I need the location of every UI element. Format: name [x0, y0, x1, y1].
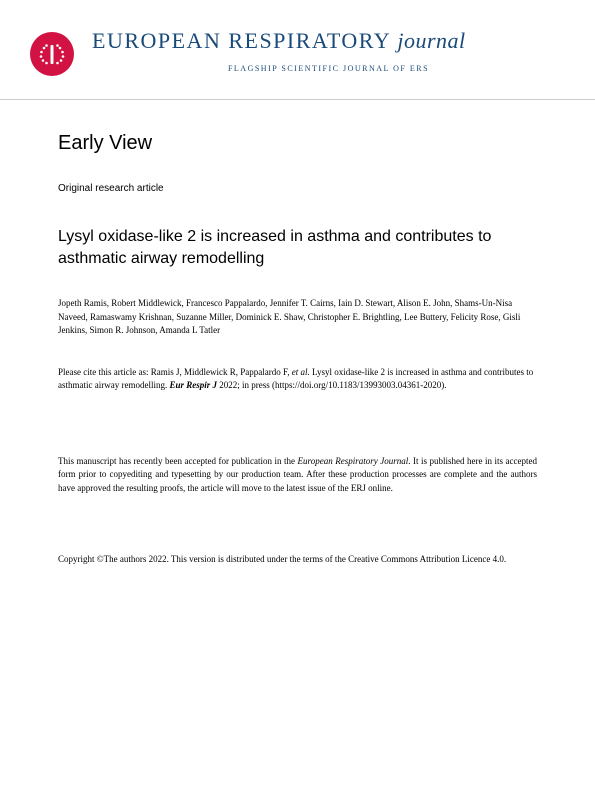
page-content: Early View Original research article Lys… [0, 100, 595, 597]
copyright-notice: Copyright ©The authors 2022. This versio… [58, 553, 537, 567]
citation-block: Please cite this article as: Ramis J, Mi… [58, 366, 537, 393]
ers-logo [30, 32, 74, 81]
journal-header: EUROPEAN RESPIRATORY journal FLAGSHIP SC… [0, 0, 595, 100]
journal-name-part1: EUROPEAN RESPIRATORY [92, 28, 397, 53]
citation-prefix: Please cite this article as: Ramis J, Mi… [58, 367, 292, 377]
early-view-heading: Early View [58, 132, 537, 155]
journal-name-part2: journal [397, 28, 465, 53]
article-title: Lysyl oxidase-like 2 is increased in ast… [58, 226, 537, 269]
author-list: Jopeth Ramis, Robert Middlewick, Frances… [58, 297, 537, 338]
journal-title: EUROPEAN RESPIRATORY journal [92, 28, 565, 54]
article-type: Original research article [58, 183, 537, 194]
flagship-tagline: FLAGSHIP SCIENTIFIC JOURNAL OF ERS [92, 64, 565, 73]
citation-etal: et al. [292, 367, 310, 377]
citation-journal: Eur Respir J [169, 380, 217, 390]
header-text-block: EUROPEAN RESPIRATORY journal FLAGSHIP SC… [92, 28, 565, 73]
citation-suffix: 2022; in press (https://doi.org/10.1183/… [217, 380, 447, 390]
acceptance-text-1: This manuscript has recently been accept… [58, 456, 298, 466]
acceptance-journal: European Respiratory Journal [298, 456, 409, 466]
acceptance-notice: This manuscript has recently been accept… [58, 455, 537, 496]
